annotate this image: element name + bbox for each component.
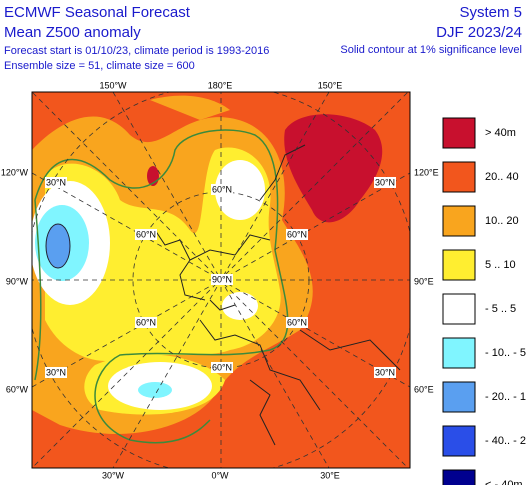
grid-label-bg <box>211 274 233 285</box>
legend-label: 5 .. 10 <box>485 259 516 271</box>
legend-label: - 10.. - 5 <box>485 347 526 359</box>
grid-label: 60°N <box>287 317 307 327</box>
edge-label: 60°E <box>414 384 434 394</box>
season: DJF 2023/24 <box>436 24 522 41</box>
edge-label: 90°W <box>6 276 29 286</box>
legend-swatch <box>442 293 476 325</box>
grid-label: 90°N <box>212 274 232 284</box>
grid-label-bg <box>45 177 67 188</box>
grid-label-bg <box>286 229 308 240</box>
grid-label: 30°N <box>46 367 66 377</box>
grid-label: 30°N <box>375 367 395 377</box>
legend-label: - 40.. - 20 <box>485 435 526 447</box>
edge-label: 120°E <box>414 167 439 177</box>
grid-label: 60°N <box>212 184 232 194</box>
grid-label-bg <box>135 229 157 240</box>
edge-label: 30°E <box>320 470 340 480</box>
info-line: Ensemble size = 51, climate size = 600 <box>4 60 195 72</box>
grid-label: 30°N <box>46 177 66 187</box>
edge-label: 150°E <box>318 80 343 90</box>
grid-label-bg <box>374 177 396 188</box>
grid-label: 60°N <box>136 229 156 239</box>
edge-label: 60°W <box>6 384 29 394</box>
legend-label: < - 40m <box>485 479 523 485</box>
title-line: Mean Z500 anomaly <box>4 24 141 41</box>
grid-label: 60°N <box>287 229 307 239</box>
legend-label: - 20.. - 10 <box>485 391 526 403</box>
edge-label: 120°W <box>1 167 29 177</box>
system: System 5 <box>459 4 522 21</box>
grid-label: 60°N <box>136 317 156 327</box>
legend-label: 20.. 40 <box>485 171 519 183</box>
grid-label-bg <box>211 184 233 195</box>
legend-swatch <box>442 469 476 490</box>
legend-swatch <box>442 381 476 413</box>
edge-label: 180°E <box>208 80 233 90</box>
note: Solid contour at 1% significance level <box>340 44 522 56</box>
edge-label: 0°W <box>211 470 229 480</box>
grid-label-bg <box>45 367 67 378</box>
grid-label-bg <box>374 367 396 378</box>
edge-label: 90°E <box>414 276 434 286</box>
legend-swatch <box>442 425 476 457</box>
edge-label: 150°W <box>99 80 127 90</box>
title-line: ECMWF Seasonal Forecast <box>4 4 191 21</box>
map <box>32 92 410 468</box>
legend-swatch <box>442 337 476 369</box>
grid-label-bg <box>211 362 233 373</box>
legend-swatch <box>442 249 476 281</box>
edge-label: 30°W <box>102 470 125 480</box>
grid-label-bg <box>135 317 157 328</box>
legend-label: > 40m <box>485 127 516 139</box>
legend-swatch <box>442 205 476 237</box>
legend-swatch <box>442 117 476 149</box>
grid-label: 60°N <box>212 362 232 372</box>
map-frame <box>31 91 411 469</box>
grid-label-bg <box>286 317 308 328</box>
info-line: Forecast start is 01/10/23, climate peri… <box>4 45 269 57</box>
grid-label: 30°N <box>375 177 395 187</box>
legend-swatch <box>442 161 476 193</box>
legend-label: 10.. 20 <box>485 215 519 227</box>
legend-label: - 5 .. 5 <box>485 303 516 315</box>
